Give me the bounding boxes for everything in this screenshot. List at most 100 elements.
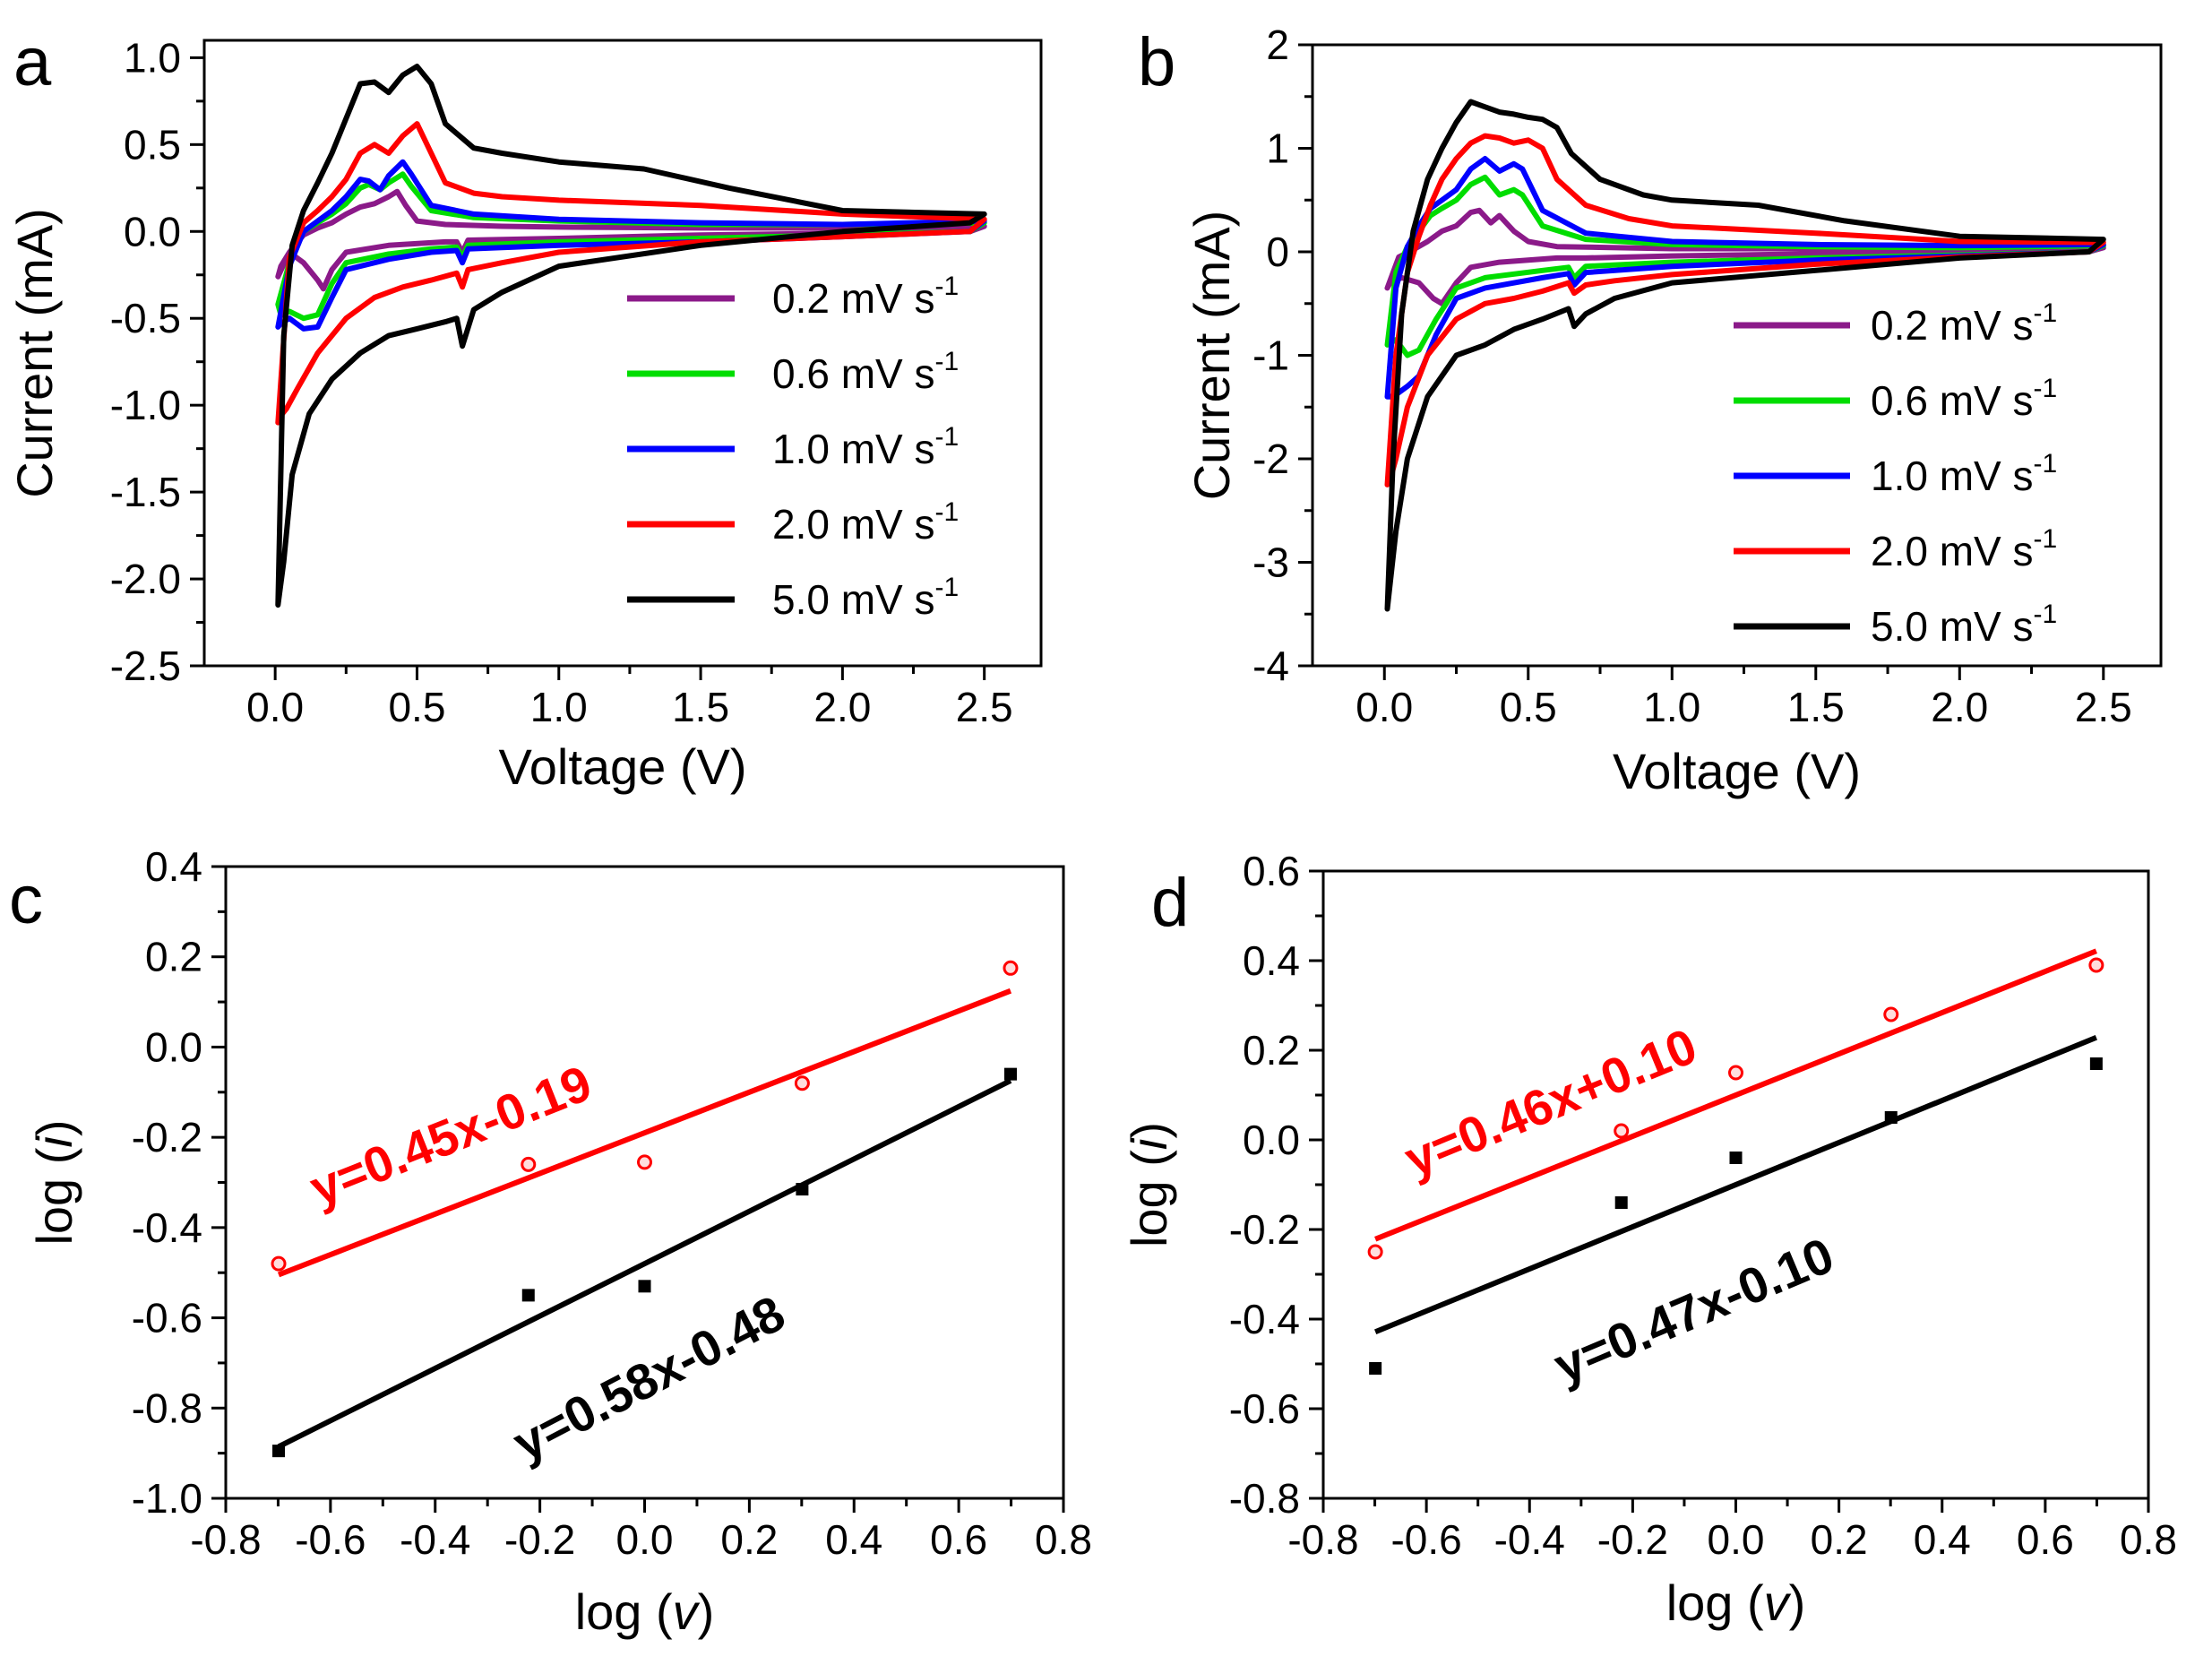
y-tick-label: -0.4 [132,1204,202,1251]
x-tick-label: 2.0 [813,684,871,730]
y-tick-label: 0.6 [1243,848,1300,894]
data-point-red [794,1075,810,1091]
x-tick-label: -0.8 [1287,1516,1358,1563]
data-point-red [637,1154,652,1170]
data-point-red [1003,960,1019,976]
fit-line-red [1374,948,2097,1242]
chart-panel-c: -0.8 -0.6 -0.4 -0.2 0.0 0.2 0.4 0.6 0.8-1.0-0.8-… [9,843,1092,1640]
x-tick-label: 0.2 [720,1516,778,1563]
x-tick-label: 0.2 [1811,1516,1868,1563]
data-point-black [272,1445,286,1458]
y-axis-title: Current (mA) [6,208,63,498]
y-tick-label: -0.2 [132,1114,202,1160]
y-tick-label: 0.0 [124,208,181,254]
y-tick-label: 1.0 [124,34,181,81]
x-tick-label: 1.5 [1787,684,1845,730]
series-line-0-2 [275,188,987,292]
y-tick-label: -1.5 [110,469,181,515]
y-tick-label: -4 [1252,643,1289,689]
x-tick-label: 0.0 [1356,684,1413,730]
series-line-2-0 [1384,133,2106,487]
data-point-red [1614,1123,1630,1139]
data-point-black [1614,1196,1628,1209]
data-point-red [2088,957,2104,973]
chart-panel-a: 0.0 0.5 1.0 1.5 2.0 2.5 -2.5 -2.0 -1.5 -1.0 -0.5 0.… [6,24,1043,795]
x-tick-label: 0.4 [825,1516,882,1563]
x-tick-label: 0.6 [930,1516,987,1563]
x-tick-label: 0.8 [1035,1516,1092,1563]
y-tick-label: -0.8 [132,1385,202,1431]
panel-label: b [1138,24,1175,100]
y-tick-label: -0.6 [1229,1385,1300,1432]
x-tick-label: 2.5 [956,684,1013,730]
y-tick-label: -1 [1252,332,1289,379]
y-tick-label: -2 [1252,436,1289,482]
data-point-black [638,1280,651,1293]
x-tick-label: 0.0 [616,1516,674,1563]
x-tick-label: 1.0 [530,684,588,730]
y-tick-label: -0.5 [110,295,181,341]
x-tick-label: -0.2 [504,1516,575,1563]
data-point-red [1883,1006,1899,1022]
legend-label: 5.0 mV s-1 [772,573,959,623]
y-tick-label: -0.6 [132,1295,202,1341]
fit-line-red [277,988,1012,1278]
y-tick-label: 0.2 [145,934,202,980]
y-tick-label: 0.2 [1243,1027,1300,1074]
series-line-5-0 [275,64,987,608]
y-tick-label: -2.5 [110,643,181,689]
y-tick-label: -2.0 [110,556,181,602]
x-tick-label: -0.2 [1597,1516,1668,1563]
legend-label: 2.0 mV s-1 [1871,524,2057,574]
y-tick-label: -1.0 [132,1475,202,1522]
data-point-black [1369,1362,1382,1375]
data-point-black [521,1289,535,1302]
x-tick-label: 0.0 [246,684,304,730]
x-tick-label: 1.5 [672,684,729,730]
x-axis-title: log (v) [1666,1574,1806,1631]
x-axis-title: Voltage (V) [498,738,746,795]
fit-line-black [277,1078,1012,1449]
fit-equation-label: y=0.45x-0.19 [302,1054,598,1216]
y-tick-label: -0.8 [1229,1475,1300,1522]
y-tick-label: 0 [1266,229,1289,275]
legend-label: 5.0 mV s-1 [1871,600,2057,650]
y-axis-title: log (i) [26,1119,82,1245]
data-point-black [796,1183,809,1196]
plot-frame [202,39,1043,668]
plot-frame [1311,43,2163,668]
y-tick-label: 1 [1266,125,1289,172]
legend-label: 1.0 mV s-1 [1871,449,2057,499]
x-tick-label: -0.4 [400,1516,470,1563]
x-tick-label: 0.0 [1708,1516,1765,1563]
x-axis-title: log (v) [575,1583,715,1640]
y-tick-label: 0.0 [145,1023,202,1070]
data-point-black [1003,1067,1017,1081]
series-line-5-0 [1384,99,2106,612]
series-line-1-0 [275,159,987,332]
data-point-red [521,1156,537,1172]
y-tick-label: 0.4 [1243,937,1300,984]
series-line-2-0 [275,121,987,426]
x-axis-title: Voltage (V) [1613,743,1861,799]
chart-panel-b: 0.0 0.5 1.0 1.5 2.0 2.5 -4 -3 -2 -1 0 1 2 Voltage (V)… [1138,22,2163,799]
panel-label: a [13,24,52,100]
y-tick-label: -1.0 [110,382,181,428]
x-tick-label: 0.8 [2120,1516,2177,1563]
fit-line-black [1374,1034,2097,1335]
x-tick-label: 1.0 [1643,684,1700,730]
y-axis-title: Current (mA) [1183,211,1240,501]
legend-label: 0.6 mV s-1 [772,347,959,397]
data-point-red [1728,1065,1743,1081]
data-point-black [1729,1152,1743,1164]
x-tick-label: 2.0 [1931,684,1988,730]
legend-label: 1.0 mV s-1 [772,422,959,472]
legend-label: 2.0 mV s-1 [772,497,959,548]
y-tick-label: 0.5 [124,121,181,168]
y-tick-label: -0.2 [1229,1206,1300,1253]
panel-label: d [1151,865,1189,941]
y-tick-label: -3 [1252,539,1289,586]
x-tick-label: 2.5 [2075,684,2132,730]
x-tick-label: 0.6 [2017,1516,2074,1563]
